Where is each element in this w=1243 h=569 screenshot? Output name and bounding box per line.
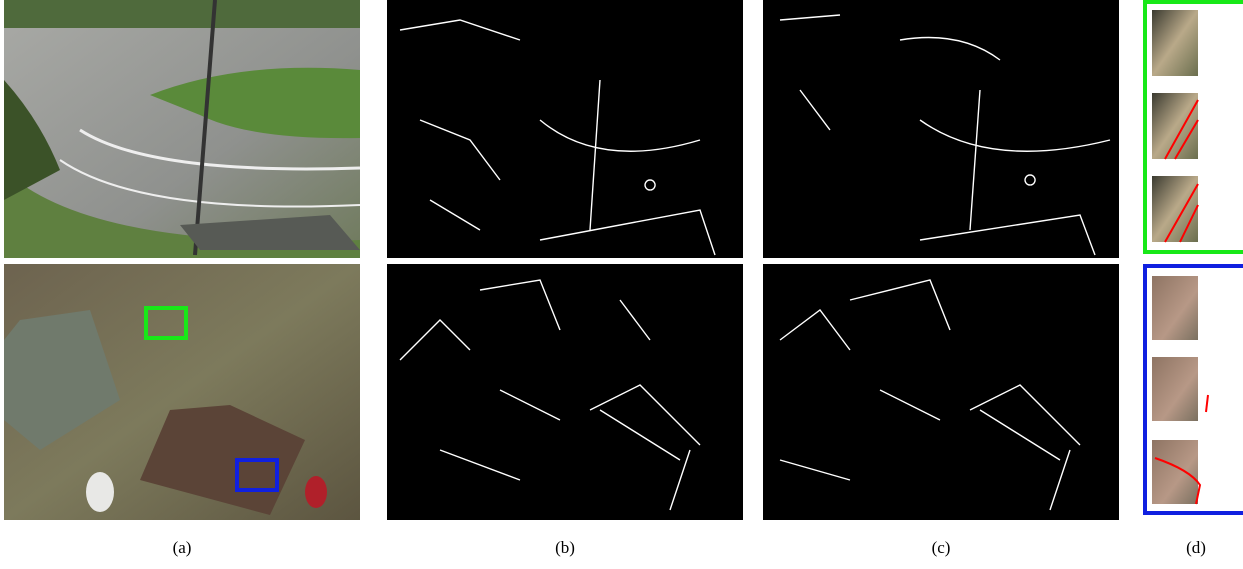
patches-green [1145,2,1243,252]
patches-blue [1145,266,1243,513]
caption: (c) [932,538,951,557]
figure: (a) (b) (c) (d) [0,0,1243,569]
caption: (a) [173,538,192,557]
edge-map-c [763,0,1119,520]
edge-map-b [387,0,743,520]
photo-road [4,0,360,258]
caption: (b) [555,538,575,557]
photo-aerial [4,264,360,520]
caption: (d) [1186,538,1206,557]
